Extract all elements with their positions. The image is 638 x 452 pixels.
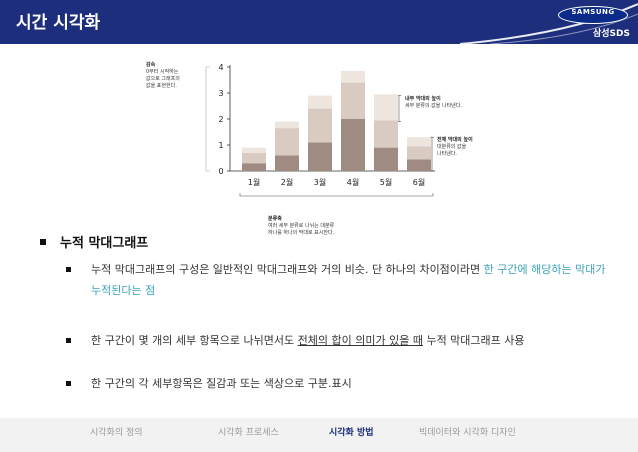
- annotation-left: 값을 표현한다.: [146, 82, 177, 89]
- sub-bullet-segment: 한 구간이 몇 개의 세부 항목으로 나뉘면서도: [91, 334, 298, 347]
- footer-tab-method[interactable]: 시각화 방법: [329, 428, 374, 438]
- x-tick-label: 5월: [380, 177, 392, 187]
- chart-bars: 1월 2월 3월 4월 5월 6월: [242, 70, 431, 187]
- bar-segment: [407, 146, 431, 160]
- sub-bullet-3: 한 구간의 각 세부항목은 질감과 또는 색상으로 구분.표시: [66, 373, 611, 394]
- bullet-square-icon: [66, 338, 71, 343]
- footer-tab-process[interactable]: 시각화 프로세스: [218, 428, 279, 438]
- x-tick-label: 6월: [413, 177, 425, 187]
- logo-text: SAMSUNG: [571, 8, 615, 16]
- sub-bullet-text: 누적 막대그래프의 구성은 일반적인 막대그래프와 거의 비슷. 단 하나의 차…: [66, 259, 611, 301]
- footer-nav: 시각화의 정의 시각화 프로세스 시각화 방법 빅데이터와 시각화 디자인: [0, 418, 638, 452]
- bar-segment: [275, 128, 299, 156]
- bullet-square-icon: [66, 267, 71, 272]
- annotation-left: 감속: [146, 61, 156, 68]
- annotation-right-top: 내부 막대의 높이: [405, 95, 441, 102]
- bar-segment: [407, 159, 431, 171]
- header-bar: 시간 시각화 SAMSUNG 삼성SDS: [0, 0, 638, 44]
- sub-bullet-2: 한 구간이 몇 개의 세부 항목으로 나뉘면서도 전체의 합이 의미가 있을 때…: [66, 330, 611, 351]
- bar-segment: [242, 147, 266, 153]
- sub-bullet-text: 한 구간의 각 세부항목은 질감과 또는 색상으로 구분.표시: [66, 373, 611, 394]
- annotation-bottom: 하나를 하나의 막대로 표시한다.: [268, 229, 335, 236]
- annotation-left: 0부터 시작하는: [146, 68, 179, 75]
- bar-segment: [242, 152, 266, 164]
- bracket-left: [205, 66, 210, 172]
- underlined-text: 전체의 합이 의미가 있을 때: [297, 334, 423, 347]
- logo-oval: SAMSUNG: [558, 6, 628, 24]
- x-tick-label: 3월: [314, 177, 326, 187]
- y-tick-label: 1: [218, 141, 223, 150]
- footer-tab-definition[interactable]: 시각화의 정의: [90, 428, 143, 438]
- bar-segment: [341, 70, 365, 83]
- sub-bullet-segment: 누적 막대그래프 사용: [422, 334, 525, 347]
- highlight-text: 한 구간에 해당하는 막대가 누적된다는 점: [91, 263, 606, 297]
- bar-segment: [275, 155, 299, 171]
- annotation-left: 값으로 그래프의: [146, 75, 180, 82]
- bar-segment: [374, 94, 398, 121]
- bullet-square-icon: [40, 238, 46, 245]
- x-tick-label: 4월: [347, 177, 359, 187]
- bar-segment: [407, 137, 431, 147]
- sub-bullet-segment: 누적 막대그래프의 구성은 일반적인 막대그래프와 거의 비슷. 단 하나의 차…: [91, 263, 484, 276]
- footer-tab-bigdata[interactable]: 빅데이터와 시각화 디자인: [419, 428, 516, 438]
- annotation-bottom: 여러 세부 분류로 나뉘는 대분류: [268, 222, 335, 229]
- bracket-bottom: [239, 193, 434, 197]
- main-bullet: 누적 막대그래프: [40, 232, 148, 251]
- y-tick-label: 3: [218, 89, 223, 98]
- sub-bullet-text: 한 구간이 몇 개의 세부 항목으로 나뉘면서도 전체의 합이 의미가 있을 때…: [66, 330, 611, 351]
- page-title: 시간 시각화: [16, 13, 101, 33]
- logo-subtitle: 삼성SDS: [593, 29, 630, 39]
- annotation-right-bottom: 전체 막대의 높이: [437, 136, 473, 143]
- bar-segment: [308, 142, 332, 171]
- bar-segment: [341, 119, 365, 171]
- samsung-logo: SAMSUNG 삼성SDS: [552, 6, 630, 40]
- bar-segment: [374, 147, 398, 171]
- bullet-square-icon: [66, 381, 71, 386]
- annotation-bottom: 분류축: [268, 215, 282, 222]
- bar-segment: [308, 108, 332, 143]
- annotation-right-bottom: 나타낸다.: [437, 150, 457, 157]
- y-tick-label: 4: [218, 63, 223, 72]
- main-bullet-text: 누적 막대그래프: [60, 236, 149, 251]
- y-tick-label: 2: [218, 115, 223, 124]
- x-tick-label: 2월: [281, 177, 293, 187]
- y-tick-label: 0: [218, 167, 223, 176]
- bar-segment: [308, 95, 332, 109]
- annotation-right-top: 세부 분류의 값을 나타낸다.: [405, 102, 462, 109]
- annotation-right-bottom: 대분류의 값을: [437, 143, 467, 150]
- bar-segment: [341, 82, 365, 119]
- bar-segment: [275, 121, 299, 129]
- sub-bullet-segment: 한 구간의 각 세부항목은 질감과 또는 색상으로 구분.표시: [91, 377, 352, 390]
- bar-segment: [242, 163, 266, 171]
- sub-bullet-1: 누적 막대그래프의 구성은 일반적인 막대그래프와 거의 비슷. 단 하나의 차…: [66, 259, 611, 301]
- bar-segment: [374, 120, 398, 148]
- x-tick-label: 1월: [248, 177, 260, 187]
